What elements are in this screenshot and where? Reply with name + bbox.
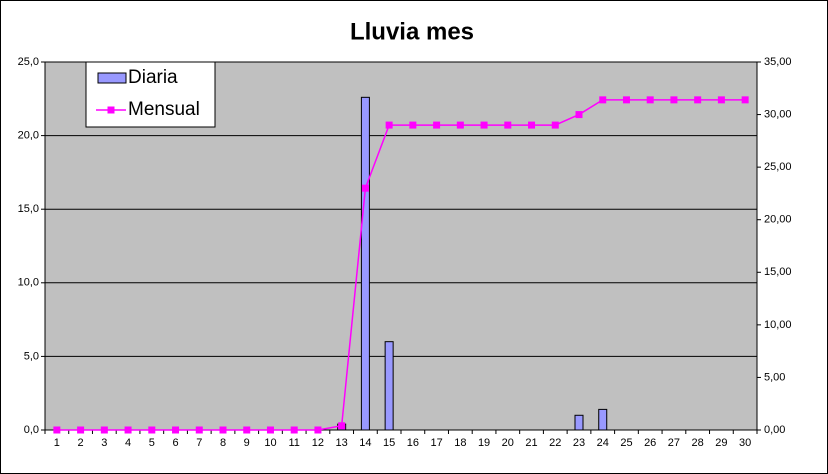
y-tick-label: 15,0 xyxy=(18,203,39,215)
x-tick-label: 5 xyxy=(149,437,155,449)
legend-label: Mensual xyxy=(128,99,200,120)
y-tick-label: 25,0 xyxy=(18,56,39,68)
line-marker xyxy=(385,121,393,129)
x-tick-label: 10 xyxy=(264,437,276,449)
x-tick-label: 3 xyxy=(101,437,107,449)
y2-tick-label: 35,00 xyxy=(764,56,792,68)
bar xyxy=(598,408,608,431)
line-marker xyxy=(124,426,132,434)
line-marker xyxy=(528,121,536,129)
line-marker xyxy=(100,426,108,434)
x-tick-label: 27 xyxy=(668,437,680,449)
line-marker xyxy=(77,426,85,434)
x-tick-label: 2 xyxy=(78,437,84,449)
line-marker xyxy=(622,96,630,104)
y2-tick-label: 20,00 xyxy=(764,214,792,226)
line-marker xyxy=(575,111,583,119)
y2-tick-label: 15,00 xyxy=(764,266,792,278)
x-tick-label: 7 xyxy=(196,437,202,449)
line-marker xyxy=(338,422,346,430)
y-tick-label: 10,0 xyxy=(18,277,39,289)
line-marker xyxy=(599,96,607,104)
x-tick-label: 29 xyxy=(715,437,727,449)
line-marker xyxy=(148,426,156,434)
y2-tick-label: 5,00 xyxy=(764,371,785,383)
x-tick-label: 6 xyxy=(172,437,178,449)
y2-tick-label: 0,00 xyxy=(764,424,785,436)
line-marker xyxy=(219,426,227,434)
x-tick-label: 28 xyxy=(692,437,704,449)
line xyxy=(56,99,746,431)
x-tick-label: 17 xyxy=(430,437,442,449)
x-tick-label: 19 xyxy=(478,437,490,449)
x-tick-label: 4 xyxy=(125,437,131,449)
x-tick-label: 18 xyxy=(454,437,466,449)
line-marker xyxy=(480,121,488,129)
x-tick-label: 24 xyxy=(597,437,609,449)
line-marker xyxy=(551,121,559,129)
x-tick-label: 1 xyxy=(54,437,60,449)
x-tick-label: 15 xyxy=(383,437,395,449)
line-marker xyxy=(361,184,369,192)
x-tick-label: 9 xyxy=(244,437,250,449)
x-tick-label: 8 xyxy=(220,437,226,449)
legend-swatch xyxy=(97,72,127,84)
x-tick-label: 23 xyxy=(573,437,585,449)
line-marker xyxy=(670,96,678,104)
x-tick-label: 30 xyxy=(739,437,751,449)
chart-title: Lluvia mes xyxy=(350,18,474,45)
bar xyxy=(384,341,394,431)
line-marker xyxy=(409,121,417,129)
y-tick-label: 0,0 xyxy=(24,424,39,436)
x-tick-label: 13 xyxy=(336,437,348,449)
line-marker xyxy=(195,426,203,434)
y2-tick-label: 10,00 xyxy=(764,319,792,331)
line-marker xyxy=(53,426,61,434)
line-marker xyxy=(504,121,512,129)
line-marker xyxy=(243,426,251,434)
line-marker xyxy=(290,426,298,434)
line-marker xyxy=(266,426,274,434)
x-tick-label: 12 xyxy=(312,437,324,449)
x-tick-label: 16 xyxy=(407,437,419,449)
x-tick-label: 21 xyxy=(525,437,537,449)
line-marker xyxy=(694,96,702,104)
x-tick-label: 14 xyxy=(359,437,371,449)
x-tick-label: 22 xyxy=(549,437,561,449)
x-tick-label: 11 xyxy=(288,437,299,449)
y2-tick-label: 25,00 xyxy=(764,161,792,173)
bar xyxy=(574,414,584,431)
line-marker xyxy=(433,121,441,129)
x-tick-label: 20 xyxy=(502,437,514,449)
line-marker xyxy=(314,426,322,434)
line-marker xyxy=(741,96,749,104)
line-marker xyxy=(172,426,180,434)
x-tick-label: 25 xyxy=(620,437,632,449)
legend-label: Diaria xyxy=(128,67,178,88)
line-marker xyxy=(646,96,654,104)
line-marker xyxy=(717,96,725,104)
y-tick-label: 5,0 xyxy=(24,350,39,362)
legend-marker xyxy=(107,106,115,114)
y-tick-label: 20,0 xyxy=(18,130,39,142)
x-tick-label: 26 xyxy=(644,437,656,449)
line-marker xyxy=(456,121,464,129)
bar xyxy=(360,96,370,431)
y2-tick-label: 30,00 xyxy=(764,108,792,120)
